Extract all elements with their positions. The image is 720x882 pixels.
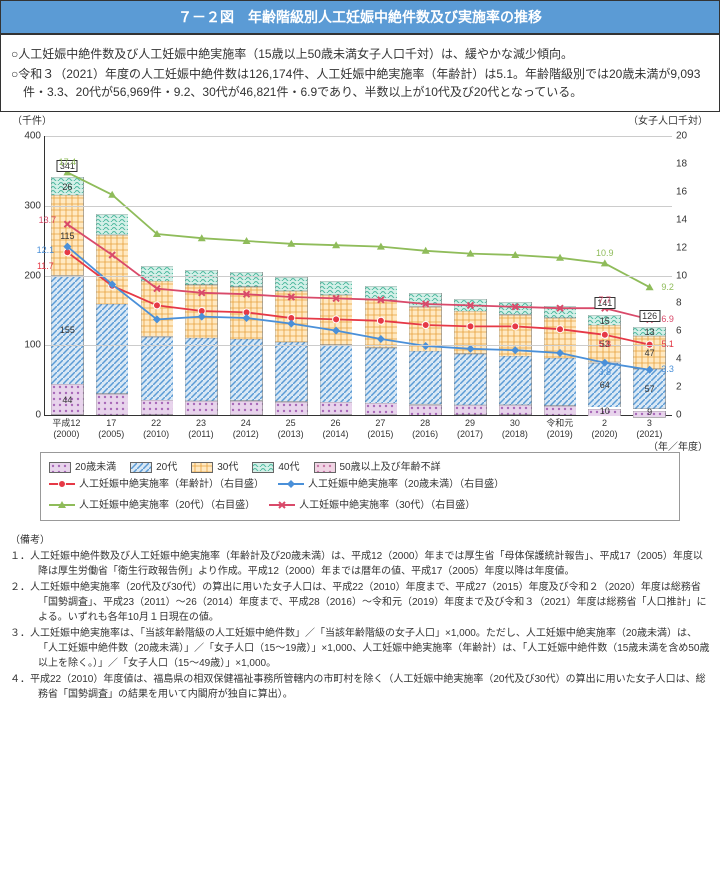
ytick-right: 2 — [676, 382, 702, 393]
legend-line-total: 人工妊娠中絶実施率（年齢計）（右目盛） — [49, 476, 264, 493]
bar-value-label: 26 — [62, 182, 72, 192]
legend: 20歳未満 20代 30代 40代 50歳以上及び年齢不詳人工妊娠中絶実施率（年齢計）（… — [40, 452, 680, 521]
line-s20 — [67, 172, 649, 287]
summary-box: ○人工妊娠中絶件数及び人工妊娠中絶実施率（15歳以上50歳未満女子人口千対）は、… — [0, 34, 720, 112]
xtick: 29(2017) — [451, 418, 489, 440]
line-value-label: 5.8 — [599, 339, 612, 349]
bar-value-label: 15 — [600, 316, 610, 326]
summary-line: ○令和３（2021）年度の人工妊娠中絶件数は126,174件、人工妊娠中絶実施率… — [11, 65, 709, 101]
legend-bar-s30: 30代 — [191, 459, 238, 476]
xtick: 30(2018) — [496, 418, 534, 440]
line-value-label: 13.7 — [39, 215, 57, 225]
legend-bar-s40: 40代 — [252, 459, 299, 476]
legend-bar-under20: 20歳未満 — [49, 459, 116, 476]
note-line: ４．平成22（2010）年度値は、福島県の相双保健福祉事務所管轄内の市町村を除く… — [10, 672, 710, 702]
ytick-right: 4 — [676, 354, 702, 365]
legend-line-under20: 人工妊娠中絶実施率（20歳未満）（右目盛） — [278, 476, 504, 493]
bar-value-label: 57 — [645, 384, 655, 394]
line-value-label: 12.1 — [37, 245, 55, 255]
xtick: 2(2020) — [586, 418, 624, 440]
ytick-left: 100 — [15, 340, 41, 351]
xtick: 24(2012) — [227, 418, 265, 440]
chart-title: ７－２図 年齢階級別人工妊娠中絶件数及び実施率の推移 — [0, 0, 720, 34]
note-line: ２．人工妊娠中絶実施率（20代及び30代）の算出に用いた女子人口は、平成22（2… — [10, 580, 710, 625]
line-value-label: 5.1 — [661, 339, 674, 349]
note-line: １．人工妊娠中絶件数及び人工妊娠中絶実施率（年齢計及び20歳未満）は、平成12（… — [10, 549, 710, 579]
xtick: 23(2011) — [182, 418, 220, 440]
xtick: 3(2021) — [631, 418, 669, 440]
bar-value-label: 155 — [60, 325, 75, 335]
legend-bar-over50: 50歳以上及び年齢不詳 — [314, 459, 441, 476]
line-value-label: 6.9 — [661, 314, 674, 324]
bar-value-label: 13 — [645, 327, 655, 337]
legend-bar-s20: 20代 — [130, 459, 177, 476]
bar-value-label: 47 — [645, 348, 655, 358]
summary-line: ○人工妊娠中絶件数及び人工妊娠中絶実施率（15歳以上50歳未満女子人口千対）は、… — [11, 45, 709, 63]
ytick-left: 200 — [15, 270, 41, 281]
xtick: 令和元(2019) — [541, 418, 579, 440]
xtick: 26(2014) — [317, 418, 355, 440]
note-line: ３．人工妊娠中絶実施率は、「当該年齢階級の人工妊娠中絶件数」／「当該年齢階級の女… — [10, 626, 710, 671]
xtick: 22(2010) — [137, 418, 175, 440]
chart: （千件） （女子人口千対） 01002003004000246810121416… — [0, 112, 720, 444]
xtick: 28(2016) — [406, 418, 444, 440]
left-axis-label: （千件） — [12, 112, 52, 127]
bar-value-label: 64 — [600, 380, 610, 390]
ytick-right: 16 — [676, 186, 702, 197]
legend-line-s30: 人工妊娠中絶実施率（30代）（右目盛） — [269, 497, 475, 514]
ytick-right: 8 — [676, 298, 702, 309]
notes: （備考） １．人工妊娠中絶件数及び人工妊娠中絶実施率（年齢計及び20歳未満）は、… — [0, 529, 720, 713]
bar-value-label: 9 — [647, 407, 652, 417]
ytick-left: 300 — [15, 200, 41, 211]
x-axis-ticks: 平成12(2000) 17(2005) 22(2010) 23(2011) 24(201… — [44, 418, 672, 440]
line-value-label: 10.9 — [596, 248, 614, 258]
plot-area: 0100200300400024681012141618203411411264… — [44, 136, 672, 416]
x-axis-suffix: （年／年度） — [648, 438, 708, 453]
ytick-right: 14 — [676, 214, 702, 225]
xtick: 25(2013) — [272, 418, 310, 440]
xtick: 平成12(2000) — [48, 418, 86, 440]
ytick-right: 20 — [676, 131, 702, 142]
bar-value-label: 44 — [62, 395, 72, 405]
line-value-label: 17.4 — [59, 157, 77, 167]
right-axis-label: （女子人口千対） — [628, 112, 708, 127]
xtick: 27(2015) — [361, 418, 399, 440]
line-value-label: 9.2 — [661, 282, 674, 292]
ytick-right: 12 — [676, 242, 702, 253]
notes-heading: （備考） — [10, 535, 50, 546]
legend-line-s20: 人工妊娠中絶実施率（20代）（右目盛） — [49, 497, 255, 514]
ytick-right: 18 — [676, 158, 702, 169]
ytick-right: 6 — [676, 326, 702, 337]
line-value-label: 3.3 — [661, 364, 674, 374]
bar-value-label: 115 — [60, 231, 74, 241]
callout: 126 — [639, 310, 660, 322]
line-value-label: 3.8 — [599, 367, 612, 377]
line-value-label: 7.7 — [599, 295, 612, 305]
bar-value-label: 10 — [600, 406, 610, 416]
ytick-left: 0 — [15, 410, 41, 421]
ytick-left: 400 — [15, 131, 41, 142]
ytick-right: 0 — [676, 410, 702, 421]
ytick-right: 10 — [676, 270, 702, 281]
xtick: 17(2005) — [92, 418, 130, 440]
line-value-label: 11.7 — [37, 261, 54, 271]
